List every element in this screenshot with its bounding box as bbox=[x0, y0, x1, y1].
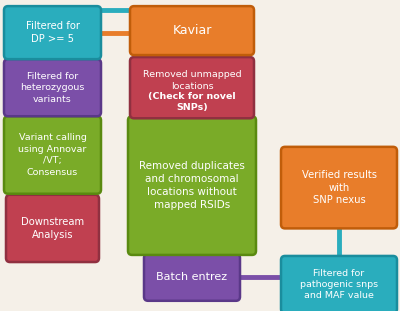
FancyBboxPatch shape bbox=[130, 6, 254, 55]
Text: Kaviar: Kaviar bbox=[172, 24, 212, 37]
Text: Filtered for
heterozygous
variants: Filtered for heterozygous variants bbox=[20, 72, 85, 104]
FancyBboxPatch shape bbox=[6, 195, 99, 262]
Text: (Check for novel
SNPs): (Check for novel SNPs) bbox=[148, 92, 236, 112]
FancyBboxPatch shape bbox=[128, 116, 256, 255]
Text: Variant calling
using Annovar
/VT;
Consensus: Variant calling using Annovar /VT; Conse… bbox=[18, 133, 87, 177]
Text: Batch entrez: Batch entrez bbox=[156, 272, 228, 282]
Text: Filtered for
pathogenic snps
and MAF value: Filtered for pathogenic snps and MAF val… bbox=[300, 268, 378, 300]
Text: Verified results
with
SNP nexus: Verified results with SNP nexus bbox=[302, 170, 376, 206]
FancyBboxPatch shape bbox=[4, 116, 101, 194]
FancyBboxPatch shape bbox=[4, 6, 101, 59]
Text: Downstream
Analysis: Downstream Analysis bbox=[21, 217, 84, 240]
Text: Removed duplicates
and chromosomal
locations without
mapped RSIDs: Removed duplicates and chromosomal locat… bbox=[139, 161, 245, 210]
Text: Removed unmapped
locations: Removed unmapped locations bbox=[143, 70, 241, 91]
FancyBboxPatch shape bbox=[281, 147, 397, 228]
FancyBboxPatch shape bbox=[144, 254, 240, 301]
FancyBboxPatch shape bbox=[4, 59, 101, 116]
Text: Filtered for
DP >= 5: Filtered for DP >= 5 bbox=[26, 21, 80, 44]
FancyBboxPatch shape bbox=[281, 256, 397, 311]
FancyBboxPatch shape bbox=[130, 57, 254, 118]
